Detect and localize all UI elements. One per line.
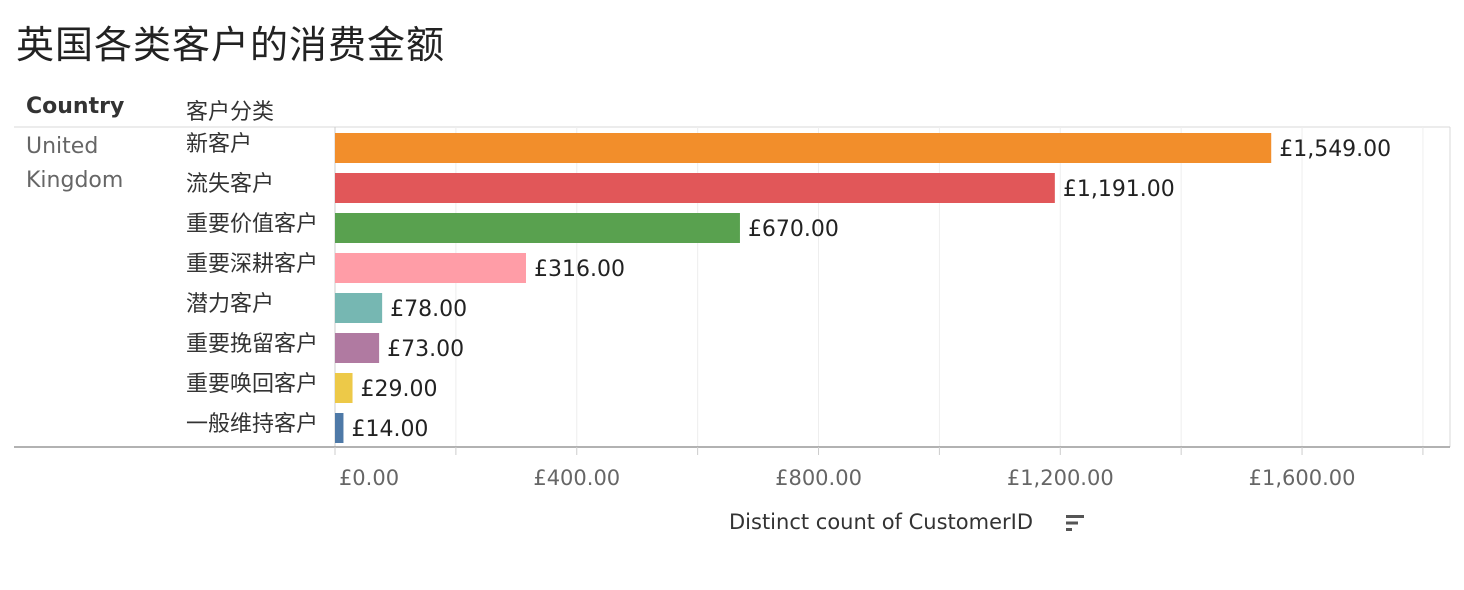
bar [335,173,1055,203]
sort-descending-icon[interactable] [1066,514,1086,532]
country-label: United Kingdom [26,134,124,193]
category-label[interactable]: 重要价值客户 [186,212,319,237]
bar-data-label: £670.00 [748,217,839,242]
bar-data-label: £29.00 [361,377,438,402]
header-category[interactable]: 客户分类 [186,100,275,125]
bar [335,133,1272,163]
category-label[interactable]: 重要挽留客户 [186,332,319,357]
category-label[interactable]: 重要唤回客户 [186,372,319,397]
header-country[interactable]: Country [26,94,125,119]
category-label[interactable]: 新客户 [186,132,253,157]
category-label[interactable]: 一般维持客户 [186,412,319,437]
x-axis-title: Distinct count of CustomerID [729,510,1033,534]
x-tick-label: £1,600.00 [1249,466,1356,490]
x-tick-label: £400.00 [533,466,620,490]
bar-data-label: £14.00 [351,417,428,442]
bar-data-label: £78.00 [390,297,467,322]
bar [335,213,740,243]
x-tick-label: £0.00 [339,466,399,490]
bar [335,373,353,403]
bar-data-label: £1,549.00 [1279,137,1391,162]
bar [335,413,344,443]
x-tick-label: £1,200.00 [1007,466,1114,490]
category-label[interactable]: 重要深耕客户 [186,252,319,277]
category-label[interactable]: 流失客户 [186,172,275,197]
bar-data-label: £1,191.00 [1063,177,1175,202]
bar [335,333,380,363]
bar-data-label: £73.00 [387,337,464,362]
chart-title: 英国各类客户的消费金额 [16,23,446,67]
bar-data-label: £316.00 [534,257,625,282]
category-label[interactable]: 潜力客户 [186,292,275,317]
x-tick-label: £800.00 [775,466,862,490]
bar [335,253,526,283]
bar [335,293,383,323]
